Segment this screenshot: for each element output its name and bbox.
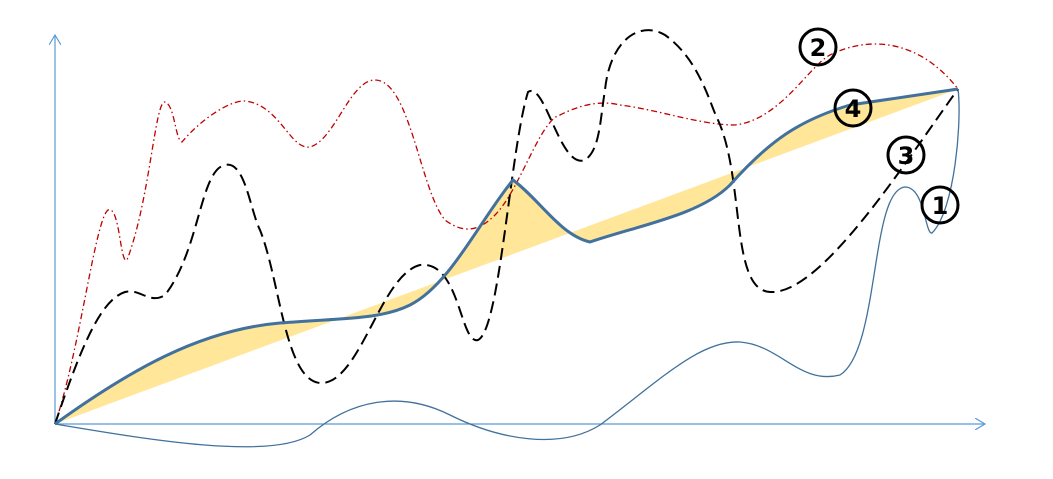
area-fill [55,89,958,424]
curve-4 [54,87,959,426]
svg-text:3: 3 [898,142,915,170]
label-2: 2 [798,27,838,67]
label-1: 1 [920,185,960,225]
curve-3 [54,29,959,425]
curve-2 [54,43,959,425]
label-3: 3 [886,135,926,175]
svg-text:4: 4 [845,95,862,123]
svg-text:2: 2 [810,34,827,62]
svg-text:1: 1 [932,192,949,220]
curve-1 [54,88,960,448]
label-4: 4 [833,88,873,128]
